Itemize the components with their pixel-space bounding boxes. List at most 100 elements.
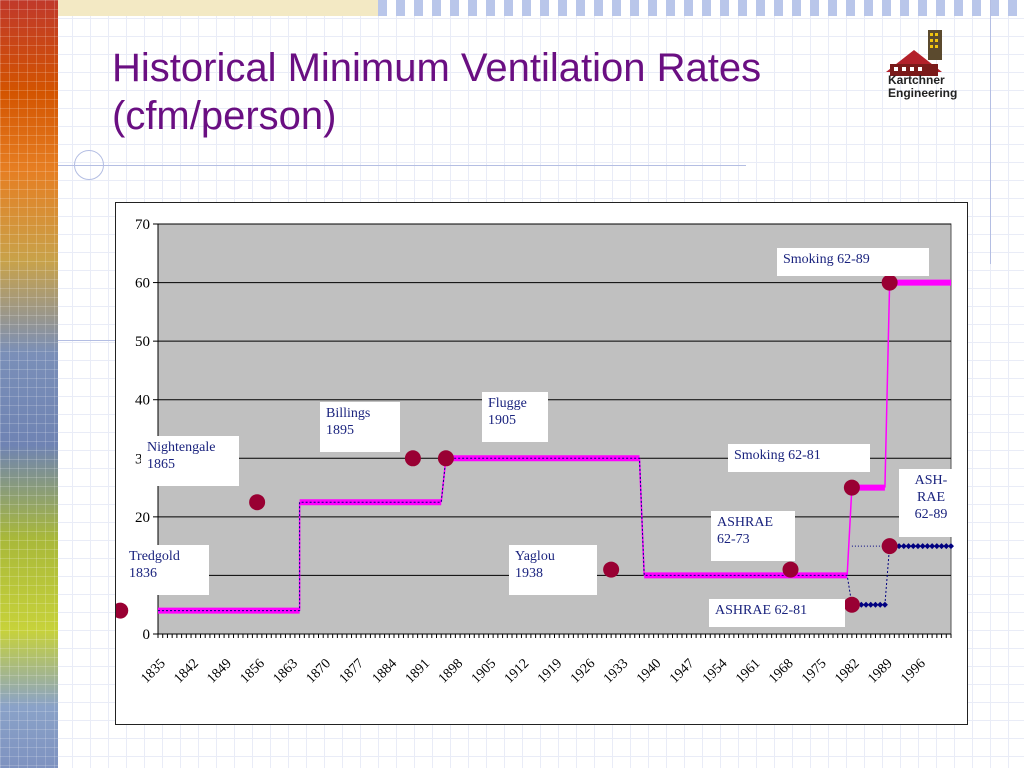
annotation-tredgold: Tredgold 1836 [123, 545, 209, 595]
navy-diamond-marker [933, 543, 940, 550]
navy-diamond-marker [896, 543, 903, 550]
x-tick-label: 1996 [898, 656, 928, 686]
decorative-rule-vertical [990, 0, 991, 264]
annotation-line: Smoking 62-81 [734, 448, 821, 463]
logo-line-2: Engineering [888, 86, 958, 100]
slide-title: Historical Minimum Ventilation Rates (cfm… [112, 44, 852, 140]
y-tick-label: 20 [135, 510, 150, 526]
x-tick-label: 1989 [865, 656, 895, 686]
x-tick-label: 1982 [832, 656, 862, 686]
annotation-line: Flugge [488, 396, 527, 411]
annotation-smoking-62-81: Smoking 62-81 [728, 444, 870, 472]
navy-diamond-marker [881, 601, 888, 608]
data-point-marker [843, 596, 860, 613]
annotation-line: 62-89 [914, 507, 948, 522]
logo-line-1: Kartchner [888, 73, 945, 87]
x-tick-label: 1863 [271, 656, 301, 686]
annotation-line: 1905 [488, 413, 516, 428]
navy-diamond-marker [929, 543, 936, 550]
x-tick-label: 1870 [304, 656, 334, 686]
navy-diamond-marker [919, 543, 926, 550]
y-tick-label: 60 [135, 276, 150, 292]
annotation-line: 1865 [147, 457, 175, 472]
left-photo-strip [0, 0, 58, 768]
company-logo [886, 30, 942, 76]
annotation-line: Yaglou [515, 549, 555, 564]
pink-series-segment [846, 487, 853, 576]
x-tick-label: 1940 [634, 656, 664, 686]
annotation-line: ASH- [914, 473, 948, 488]
data-point-marker [249, 494, 266, 511]
top-band-left [56, 0, 378, 16]
x-tick-label: 1898 [436, 656, 466, 686]
x-tick-label: 1975 [799, 656, 829, 686]
title-line-2: (cfm/person) [112, 94, 337, 138]
chart-frame: 0203040506070183518421849185618631870187… [115, 202, 968, 725]
annotation-line: 1895 [326, 423, 354, 438]
x-tick-label: 1842 [171, 656, 201, 686]
data-point-marker [881, 538, 898, 555]
navy-diamond-marker [924, 543, 931, 550]
annotation-line: 1836 [129, 566, 157, 581]
x-tick-label: 1877 [337, 656, 367, 686]
annotation-nightengale: Nightengale 1865 [141, 436, 239, 486]
x-tick-label: 1933 [601, 656, 631, 686]
annotation-line: Billings [326, 406, 371, 421]
x-tick-label: 1856 [238, 656, 268, 686]
x-tick-label: 1919 [535, 656, 565, 686]
data-point-marker [404, 450, 421, 467]
x-tick-label: 1968 [766, 656, 796, 686]
decorative-rule [58, 165, 746, 166]
navy-diamond-marker [943, 543, 950, 550]
title-line-1: Historical Minimum Ventilation Rates [112, 46, 762, 90]
navy-diamond-marker [867, 601, 874, 608]
annotation-line: ASHRAE [717, 515, 774, 530]
y-tick-label: 50 [135, 334, 150, 350]
annotation-ashrae-62-89: ASH- RAE 62-89 [899, 469, 963, 537]
y-tick-label: 0 [143, 627, 151, 643]
y-tick-label: 40 [135, 393, 150, 409]
annotation-line: Nightengale [147, 440, 216, 455]
x-tick-label: 1835 [138, 656, 168, 686]
annotation-smoking-62-89: Smoking 62-89 [777, 248, 929, 276]
navy-diamond-marker [858, 601, 865, 608]
y-tick-label: 70 [135, 217, 150, 233]
annotation-ashrae-62-73: ASHRAE 62-73 [711, 511, 795, 561]
annotation-billings: Billings 1895 [320, 402, 400, 452]
x-tick-label: 1961 [733, 656, 763, 686]
annotation-line: RAE [917, 490, 945, 505]
x-tick-label: 1905 [469, 656, 499, 686]
navy-diamond-marker [863, 601, 870, 608]
decorative-rule-left [58, 340, 118, 341]
data-point-marker [843, 479, 860, 496]
navy-diamond-marker [948, 543, 954, 550]
decorative-circle [74, 150, 104, 180]
annotation-ashrae-62-81: ASHRAE 62-81 [709, 599, 845, 627]
pink-series-segment [884, 282, 891, 488]
x-tick-label: 1891 [403, 656, 433, 686]
x-tick-label: 1926 [568, 656, 598, 686]
navy-diamond-marker [914, 543, 921, 550]
navy-diamond-marker [910, 543, 917, 550]
navy-diamond-marker [905, 543, 912, 550]
x-tick-label: 1849 [205, 656, 235, 686]
annotation-yaglou: Yaglou 1938 [509, 545, 597, 595]
navy-diamond-marker [900, 543, 907, 550]
annotation-line: Tredgold [129, 549, 180, 564]
data-point-marker [116, 602, 129, 619]
data-point-marker [603, 561, 620, 578]
navy-diamond-marker [877, 601, 884, 608]
data-point-marker [881, 274, 898, 291]
annotation-flugge: Flugge 1905 [482, 392, 548, 442]
annotation-line: Smoking 62-89 [783, 252, 870, 267]
x-tick-label: 1884 [370, 656, 400, 686]
data-point-marker [437, 450, 454, 467]
logo-wordmark: Kartchner Engineering [888, 74, 957, 100]
annotation-line: 1938 [515, 566, 543, 581]
data-point-marker [782, 561, 799, 578]
navy-diamond-marker [872, 601, 879, 608]
x-tick-label: 1947 [667, 656, 697, 686]
annotation-line: ASHRAE 62-81 [715, 603, 808, 618]
x-tick-label: 1954 [700, 656, 730, 686]
navy-diamond-marker [938, 543, 945, 550]
